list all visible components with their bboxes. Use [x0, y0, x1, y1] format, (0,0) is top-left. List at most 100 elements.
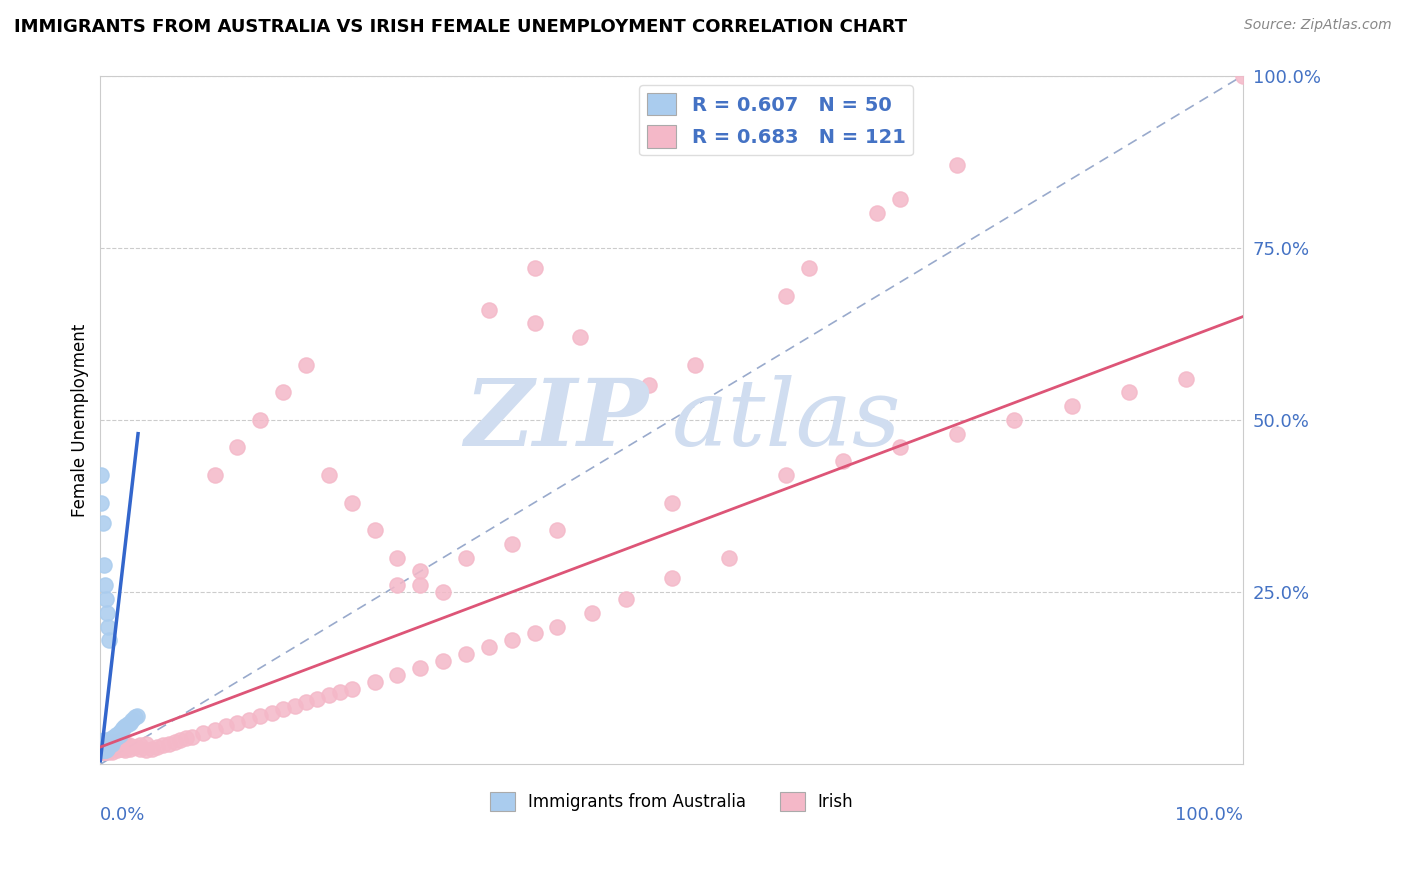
Point — [889, 441, 911, 455]
Point — [94, 591, 117, 606]
Point — [112, 722, 135, 736]
Point — [93, 738, 115, 752]
Point — [546, 619, 568, 633]
Point — [271, 702, 294, 716]
Point — [523, 261, 546, 276]
Point — [152, 738, 174, 752]
Point — [501, 633, 523, 648]
Point — [124, 740, 146, 755]
Point — [91, 745, 114, 759]
Legend: Immigrants from Australia, Irish: Immigrants from Australia, Irish — [484, 785, 860, 818]
Point — [96, 742, 118, 756]
Point — [108, 733, 131, 747]
Point — [523, 317, 546, 331]
Point — [93, 743, 115, 757]
Point — [91, 516, 114, 531]
Point — [454, 647, 477, 661]
Point — [1060, 399, 1083, 413]
Point — [1174, 371, 1197, 385]
Point — [90, 743, 112, 757]
Point — [717, 550, 740, 565]
Point — [110, 724, 132, 739]
Point — [91, 738, 114, 752]
Point — [387, 667, 409, 681]
Point — [125, 709, 148, 723]
Point — [226, 441, 249, 455]
Point — [637, 378, 659, 392]
Point — [97, 735, 120, 749]
Point — [98, 738, 121, 752]
Point — [318, 689, 340, 703]
Point — [204, 723, 226, 737]
Point — [98, 742, 121, 756]
Point — [215, 719, 238, 733]
Point — [129, 742, 152, 756]
Point — [180, 730, 202, 744]
Point — [97, 745, 120, 759]
Point — [94, 740, 117, 755]
Point — [94, 742, 117, 756]
Point — [90, 743, 112, 757]
Point — [90, 737, 112, 751]
Point — [101, 737, 124, 751]
Point — [101, 745, 124, 759]
Point — [91, 745, 114, 759]
Point — [111, 723, 134, 737]
Point — [112, 735, 135, 749]
Point — [103, 742, 125, 756]
Point — [363, 674, 385, 689]
Point — [103, 730, 125, 744]
Point — [101, 737, 124, 751]
Point — [93, 740, 115, 755]
Point — [775, 468, 797, 483]
Point — [683, 358, 706, 372]
Point — [661, 571, 683, 585]
Point — [432, 654, 454, 668]
Point — [107, 730, 129, 744]
Point — [101, 733, 124, 747]
Point — [96, 737, 118, 751]
Point — [94, 738, 117, 752]
Point — [204, 468, 226, 483]
Point — [93, 737, 115, 751]
Point — [94, 743, 117, 757]
Point — [946, 158, 969, 172]
Text: 0.0%: 0.0% — [100, 805, 146, 823]
Point — [107, 737, 129, 751]
Point — [114, 743, 136, 757]
Text: Source: ZipAtlas.com: Source: ZipAtlas.com — [1244, 18, 1392, 32]
Point — [146, 740, 169, 755]
Text: 100.0%: 100.0% — [1175, 805, 1243, 823]
Point — [501, 537, 523, 551]
Point — [90, 740, 112, 755]
Point — [157, 737, 180, 751]
Point — [93, 743, 115, 757]
Point — [94, 737, 117, 751]
Point — [946, 426, 969, 441]
Point — [96, 737, 118, 751]
Point — [135, 743, 157, 757]
Point — [1004, 413, 1026, 427]
Point — [91, 738, 114, 752]
Point — [478, 640, 501, 655]
Point — [121, 713, 143, 727]
Point — [409, 565, 432, 579]
Point — [318, 468, 340, 483]
Y-axis label: Female Unemployment: Female Unemployment — [72, 323, 89, 516]
Point — [581, 606, 603, 620]
Point — [100, 737, 122, 751]
Text: ZIP: ZIP — [464, 375, 648, 465]
Point — [91, 737, 114, 751]
Point — [340, 495, 363, 509]
Point — [104, 735, 127, 749]
Point — [163, 735, 186, 749]
Point — [91, 742, 114, 756]
Point — [103, 738, 125, 752]
Point — [169, 733, 191, 747]
Point — [90, 740, 112, 755]
Point — [90, 495, 112, 509]
Point — [454, 550, 477, 565]
Point — [94, 743, 117, 757]
Point — [260, 706, 283, 720]
Point — [104, 731, 127, 745]
